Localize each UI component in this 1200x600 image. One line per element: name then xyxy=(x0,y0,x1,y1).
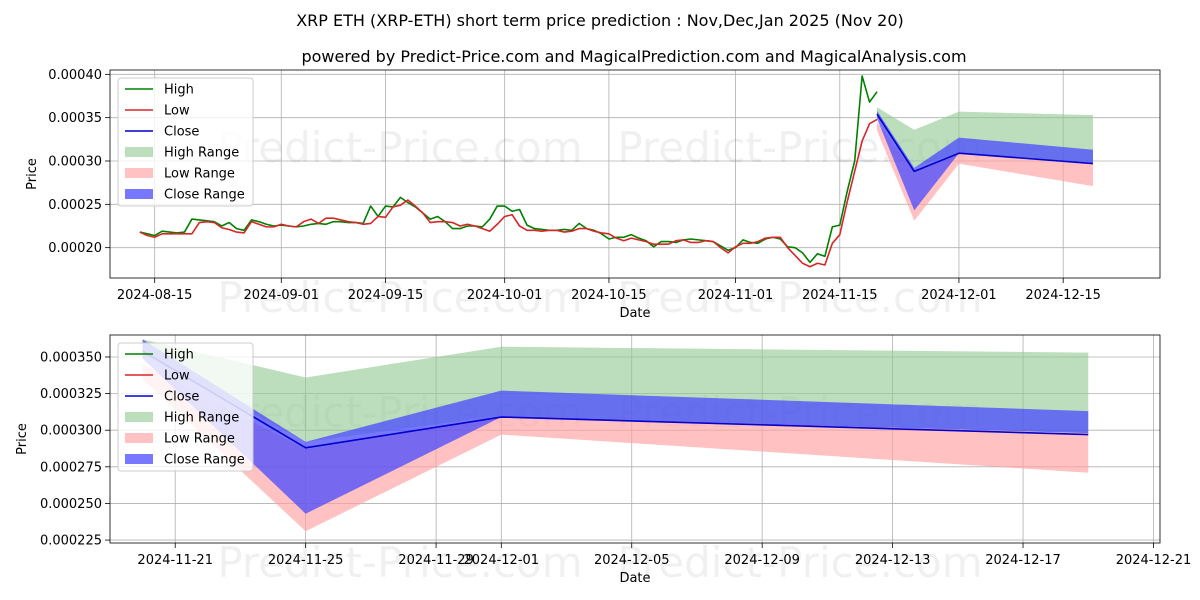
x-tick-label: 2024-12-13 xyxy=(855,553,931,568)
close-range-band xyxy=(877,110,1093,211)
legend-swatch xyxy=(125,412,153,422)
legend-label: Low xyxy=(164,369,190,384)
y-tick-label: 0.000350 xyxy=(40,350,102,365)
legend-label: Close Range xyxy=(164,188,245,203)
x-tick-label: 2024-11-15 xyxy=(802,288,878,303)
low-series-line xyxy=(139,118,878,268)
close-forecast-line xyxy=(876,113,1094,173)
x-tick-label: 2024-12-01 xyxy=(921,288,997,303)
x-tick-label: 2024-12-17 xyxy=(985,553,1061,568)
plot-area xyxy=(139,75,1094,268)
chart-subtitle: powered by Predict-Price.com and Magical… xyxy=(301,47,966,66)
plot-frame xyxy=(109,69,1161,279)
y-axis-label: Price xyxy=(15,423,30,455)
x-tick-label: 2024-11-01 xyxy=(698,288,774,303)
chart-title: XRP ETH (XRP-ETH) short term price predi… xyxy=(296,11,904,30)
y-tick-label: 0.000325 xyxy=(40,387,102,402)
watermark-text: Predict-Price.com xyxy=(217,538,582,587)
legend-swatch xyxy=(125,189,153,199)
x-tick-label: 2024-12-01 xyxy=(464,553,540,568)
x-tick-label: 2024-12-15 xyxy=(1025,288,1101,303)
y-tick-label: 0.00035 xyxy=(48,111,102,126)
y-tick-label: 0.00030 xyxy=(48,155,102,170)
x-tick-label: 2024-12-09 xyxy=(724,553,800,568)
legend-label: High Range xyxy=(164,146,239,161)
watermark-text: Predict-Price.com xyxy=(617,538,982,587)
plot-area xyxy=(142,339,1089,532)
watermark-text: Predict-Price.com xyxy=(217,123,582,172)
low-range-band xyxy=(142,364,1089,532)
legend-label: Close xyxy=(164,390,199,405)
legend-swatch xyxy=(125,433,153,443)
legend-label: Close xyxy=(164,125,199,140)
x-tick-label: 2024-11-25 xyxy=(268,553,344,568)
x-tick-label: 2024-12-05 xyxy=(594,553,670,568)
y-tick-label: 0.00025 xyxy=(48,198,102,213)
y-tick-label: 0.000300 xyxy=(40,424,102,439)
legend-swatch xyxy=(125,168,153,178)
y-tick-label: 0.000250 xyxy=(40,497,102,512)
y-tick-label: 0.000275 xyxy=(40,460,102,475)
legend-label: High Range xyxy=(164,411,239,426)
legend-label: Low Range xyxy=(164,432,235,447)
legend-label: Low xyxy=(164,104,190,119)
plot-frame xyxy=(109,334,1161,544)
x-tick-label: 2024-09-01 xyxy=(243,288,319,303)
x-tick-label: 2024-10-15 xyxy=(571,288,647,303)
legend-label: Low Range xyxy=(164,167,235,182)
x-tick-label: 2024-09-15 xyxy=(348,288,424,303)
low-range-band xyxy=(877,122,1093,221)
legend-swatch xyxy=(125,454,153,464)
x-axis-label: Date xyxy=(619,306,650,321)
chart-panel-1: 2024-08-15 2024-09-01 2024-09-15 2024-10-01… xyxy=(25,68,1161,322)
x-tick-label: 2024-11-21 xyxy=(137,553,213,568)
y-axis-label: Price xyxy=(25,158,40,190)
legend-label: Close Range xyxy=(164,453,245,468)
x-tick-label: 2024-10-01 xyxy=(467,288,543,303)
x-tick-label: 2024-08-15 xyxy=(117,288,193,303)
close-range-band xyxy=(142,339,1089,514)
x-tick-label: 2024-11-29 xyxy=(398,553,474,568)
y-tick-label: 0.00040 xyxy=(48,68,102,83)
watermark-text: Predict-Price.com xyxy=(617,273,982,322)
legend-swatch xyxy=(125,147,153,157)
legend-label: High xyxy=(164,348,194,363)
y-tick-label: 0.00020 xyxy=(48,241,102,256)
watermark-text: Predict-Price.com xyxy=(217,273,582,322)
y-tick-label: 0.000225 xyxy=(40,534,102,549)
x-axis-label: Date xyxy=(619,571,650,586)
chart-panel-2: 2024-11-21 2024-11-25 2024-11-292024-12-01… xyxy=(15,334,1192,587)
x-tick-label: 2024-12-21 xyxy=(1116,553,1192,568)
legend-label: High xyxy=(164,83,194,98)
